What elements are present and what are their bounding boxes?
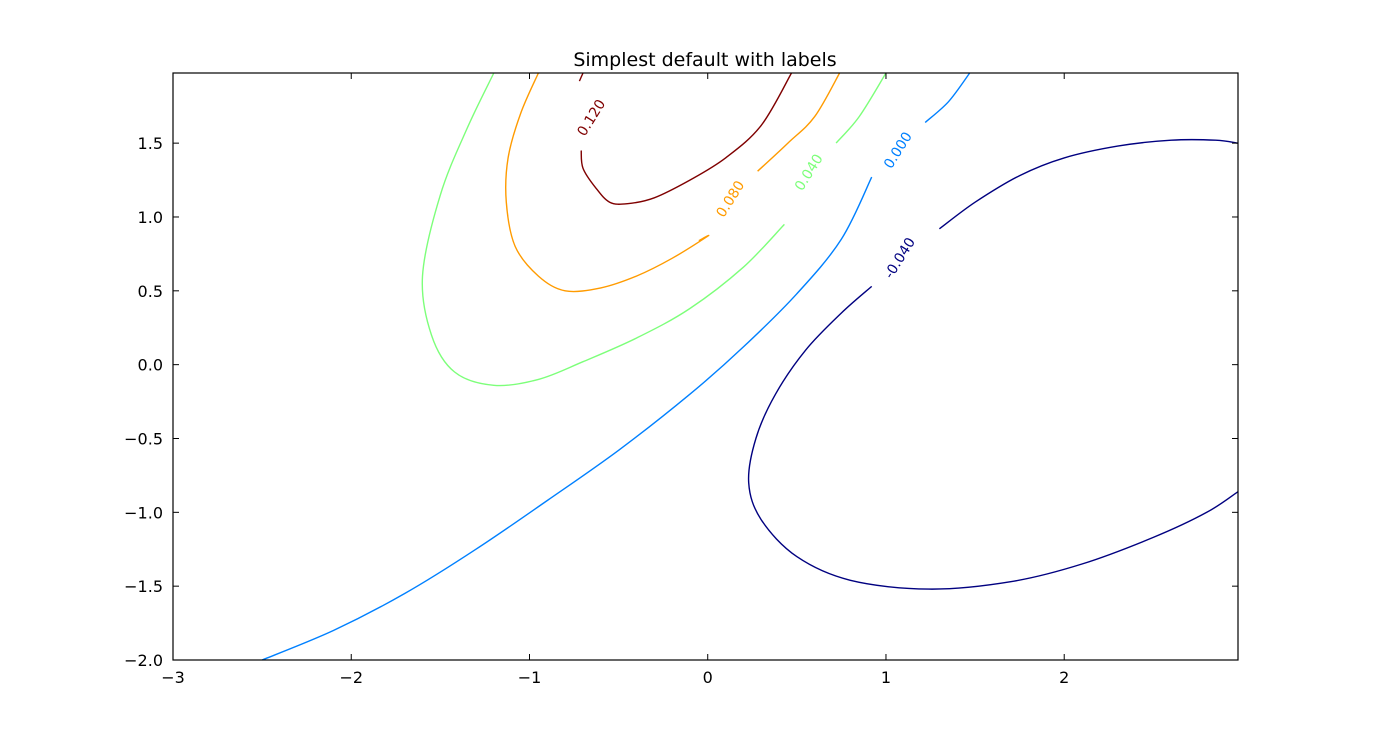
contour-label-1: 0.080 xyxy=(713,178,748,220)
contour-lines xyxy=(261,72,1239,661)
y-tick-label-7: 1.5 xyxy=(138,134,163,153)
y-tick-label-6: 1.0 xyxy=(138,208,163,227)
contour-line-0.080-seg-1 xyxy=(757,72,841,172)
contour-line--0.040-seg-1 xyxy=(938,138,1239,230)
contour-label-4: -0.040 xyxy=(881,235,918,282)
contour-line-0.080-seg-0 xyxy=(505,72,710,293)
y-tick-label-1: −1.5 xyxy=(124,577,163,596)
contour-line-0.000-seg-0 xyxy=(261,176,873,661)
contour-line-0.040-seg-0 xyxy=(421,72,785,387)
chart-title: Simplest default with labels xyxy=(573,49,836,71)
contour-line-0.040-seg-1 xyxy=(835,72,887,144)
x-tick-label-3: 0 xyxy=(703,668,713,687)
x-tick-label-2: −1 xyxy=(518,668,542,687)
x-tick-label-5: 2 xyxy=(1059,668,1069,687)
contour-line--0.040-seg-0 xyxy=(747,285,1239,590)
plot-area: 0.120 0.080 0.040 0.000 -0.040 xyxy=(261,72,1239,661)
y-tick-label-2: −1.0 xyxy=(124,503,163,522)
contour-labels: 0.120 0.080 0.040 0.000 -0.040 xyxy=(574,97,919,282)
contour-label-3: 0.000 xyxy=(881,129,916,171)
y-tick-label-5: 0.5 xyxy=(138,282,163,301)
y-tick-label-3: −0.5 xyxy=(124,429,163,448)
y-tick-label-0: −2.0 xyxy=(124,651,163,670)
y-tick-label-4: 0.0 xyxy=(138,356,163,375)
axes-frame xyxy=(172,72,1239,661)
contour-line-0.120-seg-0 xyxy=(578,72,584,82)
contour-label-0: 0.120 xyxy=(574,97,609,139)
x-tick-label-4: 1 xyxy=(881,668,891,687)
x-tick-label-0: −3 xyxy=(161,668,185,687)
x-tick-label-1: −2 xyxy=(339,668,363,687)
axis-ticks: −3 −2 −1 0 1 2 −2.0 −1.5 −1.0 −0.5 0.0 0.5 1.0 1.5 xyxy=(124,73,1238,687)
contour-line-0.120-seg-1 xyxy=(580,72,793,205)
contour-label-2: 0.040 xyxy=(792,151,827,193)
contour-line-0.000-seg-1 xyxy=(924,72,971,124)
